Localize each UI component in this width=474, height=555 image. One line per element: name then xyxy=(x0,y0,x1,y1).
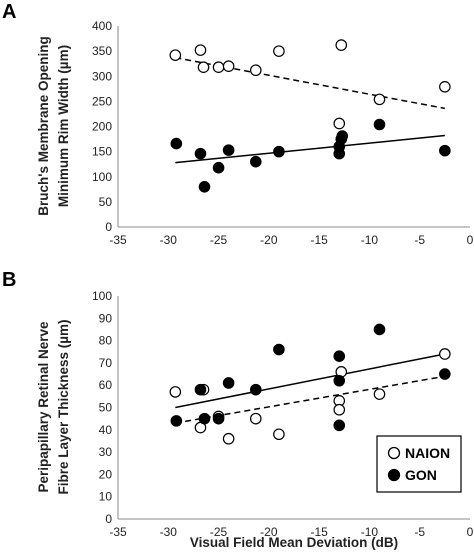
panel-a-x-tick-label: -25 xyxy=(210,233,228,247)
panel-a-gon-trendline xyxy=(175,134,445,164)
panel-b-gon-point xyxy=(373,323,386,336)
panel-a-gon-point xyxy=(194,147,207,160)
panel-b-y-tick-label: 10 xyxy=(99,490,113,504)
panel-a-y-tick-label: 200 xyxy=(92,120,112,134)
panel-a-gon-point xyxy=(212,161,225,174)
panel-a-naion-point xyxy=(169,49,182,61)
panel-a-gon-point xyxy=(198,181,211,193)
panel-a-x-tick-label: -15 xyxy=(310,233,328,247)
panel-b-y-tick-label: 70 xyxy=(99,356,113,370)
panel-a-naion-point xyxy=(194,44,207,56)
panel-b-gon-point xyxy=(212,412,225,425)
panel-a-y-tick-label: 50 xyxy=(99,195,113,209)
panel-a-naion-point xyxy=(197,61,210,74)
panel-b-gon-point xyxy=(333,350,346,363)
panel-b-gon-point xyxy=(198,412,211,425)
panel-b-x-tick-label: -25 xyxy=(210,525,228,539)
panel-b-x-tick-label: 0 xyxy=(467,525,474,539)
panel-b-y-tick-label: 90 xyxy=(99,311,113,325)
panel-b-naion-point xyxy=(373,388,386,400)
panel-a-naion-point xyxy=(335,39,348,51)
panel-a-y-tick-label: 250 xyxy=(92,94,112,108)
panel-a-y-tick-label: 350 xyxy=(92,44,112,58)
panel-a-naion-point xyxy=(249,64,262,77)
panel-a-gon-point xyxy=(222,144,235,156)
panel-b-y-tick-label: 60 xyxy=(99,378,113,392)
panel-b-chart: 0 10 20 30 40 50 60 70 80 90 100 -35 -30 -25 -20 -15 -10… xyxy=(36,289,474,539)
panel-b-gon-point xyxy=(333,419,346,432)
panel-b-x-tick-label: -15 xyxy=(310,525,328,539)
panel-b-y-axis-title-line2: Fibre Layer Thickness (µm) xyxy=(56,319,71,494)
panel-b-x-tick-label: -5 xyxy=(414,525,425,539)
panel-b-naion-trendline xyxy=(175,353,446,409)
panel-b-y-tick-label: 40 xyxy=(99,423,113,437)
legend-naion-marker xyxy=(387,446,401,460)
panel-a-naion-point xyxy=(439,81,451,93)
panel-b-y-tick-label: 100 xyxy=(92,289,112,303)
panel-a-x-tick-label: 0 xyxy=(467,233,474,247)
panel-a-label: A xyxy=(2,1,16,23)
panel-b-naion-point xyxy=(169,386,182,398)
panel-b-y-tick-label: 20 xyxy=(99,467,113,481)
panel-b-gon-point xyxy=(194,383,207,396)
panel-a-naion-point xyxy=(222,60,235,72)
panel-a-y-tick-label: 100 xyxy=(92,170,112,184)
panel-a-y-tick-label: 0 xyxy=(105,220,112,234)
x-axis-title: Visual Field Mean Deviation (dB) xyxy=(190,535,398,550)
panel-b-gon-point xyxy=(439,368,451,380)
panel-a-y-axis-title-line1: Bruch's Membrane Opening xyxy=(36,36,51,216)
panel-a-gon-point xyxy=(273,145,285,158)
panel-b-x-tick-label: -30 xyxy=(160,525,178,539)
panel-b-y-tick-label: 0 xyxy=(105,512,112,526)
panel-b-y-tick-label: 80 xyxy=(99,334,113,348)
panel-a-y-axis-title-line2: Minimum Rim Width (µm) xyxy=(56,45,71,207)
panel-b-label: B xyxy=(2,269,16,291)
panel-a-x-tick-label: -10 xyxy=(361,233,379,247)
panel-b-x-tick-label: -20 xyxy=(260,525,278,539)
panel-b-y-tick-label: 30 xyxy=(99,445,113,459)
legend: NAION GON xyxy=(376,435,462,493)
panel-a-x-tick-label: -35 xyxy=(109,233,127,247)
panel-b-gon-point xyxy=(222,377,235,389)
panel-a-y-tick-label: 150 xyxy=(92,145,112,159)
panel-b-y-tick-label: 50 xyxy=(99,401,113,415)
legend-gon-label: GON xyxy=(405,467,437,483)
panel-b-gon-point xyxy=(249,383,262,396)
panel-a-x-tick-label: -20 xyxy=(260,233,278,247)
panel-b-gon-point xyxy=(273,343,285,356)
legend-box xyxy=(376,435,462,493)
panel-a-gon-point xyxy=(170,137,183,150)
panel-b-gon-point xyxy=(170,415,183,427)
panel-a-gon-point xyxy=(439,144,451,157)
panel-b-y-axis-title-line1: Peripapillary Retinal Nerve xyxy=(36,321,51,493)
panel-b-x-tick-label: -10 xyxy=(361,525,379,539)
panel-b-naion-point xyxy=(249,412,262,425)
panel-b-naion-point xyxy=(439,348,451,360)
panel-a-gon-point xyxy=(373,118,386,131)
panel-a-naion-point xyxy=(212,61,225,74)
panel-b-gon-point xyxy=(333,374,346,387)
panel-a-naion-point xyxy=(273,45,285,57)
panel-b-x-tick-label: -35 xyxy=(109,525,127,539)
panel-b-naion-point xyxy=(333,403,346,416)
panel-a-x-tick-label: -30 xyxy=(160,233,178,247)
panel-a-gon-point xyxy=(336,130,349,142)
panel-a-naion-point xyxy=(373,93,386,106)
panel-a-y-tick-label: 400 xyxy=(92,19,112,33)
legend-naion-label: NAION xyxy=(405,445,450,461)
panel-a-gon-point xyxy=(249,155,262,168)
panel-a-y-tick-label: 300 xyxy=(92,69,112,83)
panel-a-x-tick-label: -5 xyxy=(414,233,425,247)
panel-a-chart: 0 50 100 150 200 250 300 350 400 -35 -30 -25 -20 -15 -… xyxy=(36,19,474,247)
panel-b-naion-point xyxy=(222,432,235,445)
panel-a-naion-point xyxy=(333,117,346,130)
legend-gon-marker xyxy=(387,468,401,482)
panel-b-naion-point xyxy=(273,428,285,441)
